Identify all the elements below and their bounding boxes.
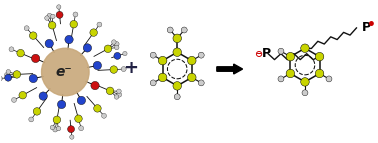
Text: +: + — [123, 59, 138, 77]
Circle shape — [173, 48, 181, 56]
FancyArrow shape — [217, 64, 243, 74]
Circle shape — [278, 76, 284, 82]
Circle shape — [73, 12, 78, 17]
Text: ⊖: ⊖ — [254, 49, 262, 59]
Circle shape — [24, 26, 29, 31]
Text: P: P — [361, 21, 370, 34]
Circle shape — [57, 5, 61, 9]
Text: e⁻: e⁻ — [56, 65, 73, 79]
Circle shape — [53, 116, 60, 124]
Circle shape — [6, 69, 11, 74]
Circle shape — [104, 45, 112, 52]
Circle shape — [326, 76, 332, 82]
Circle shape — [302, 90, 308, 96]
Circle shape — [57, 100, 66, 109]
Circle shape — [56, 11, 63, 18]
Circle shape — [48, 22, 56, 29]
Circle shape — [29, 32, 37, 39]
Circle shape — [174, 94, 180, 100]
Circle shape — [158, 56, 167, 65]
Circle shape — [75, 115, 82, 122]
Circle shape — [56, 126, 61, 131]
Circle shape — [117, 89, 121, 94]
Circle shape — [79, 126, 84, 131]
Circle shape — [181, 27, 187, 33]
Circle shape — [5, 73, 9, 77]
Circle shape — [6, 76, 11, 80]
Circle shape — [121, 67, 126, 72]
Circle shape — [114, 42, 119, 46]
Circle shape — [115, 45, 119, 50]
Circle shape — [68, 126, 74, 133]
Circle shape — [315, 52, 324, 61]
Circle shape — [51, 14, 55, 19]
Circle shape — [42, 48, 89, 96]
Circle shape — [278, 48, 284, 54]
Circle shape — [106, 87, 114, 95]
Circle shape — [286, 69, 294, 78]
Text: •: • — [367, 18, 376, 32]
Circle shape — [0, 76, 3, 81]
Circle shape — [5, 74, 12, 81]
Circle shape — [187, 73, 196, 82]
Circle shape — [110, 66, 118, 73]
Circle shape — [198, 52, 204, 58]
Circle shape — [90, 29, 98, 36]
Circle shape — [70, 135, 74, 139]
Circle shape — [150, 80, 156, 86]
Circle shape — [83, 44, 91, 52]
Circle shape — [47, 13, 52, 18]
Circle shape — [65, 35, 73, 44]
Circle shape — [91, 81, 99, 90]
Circle shape — [50, 125, 55, 130]
Circle shape — [150, 52, 156, 58]
Circle shape — [114, 95, 119, 99]
Circle shape — [17, 49, 24, 57]
Circle shape — [173, 82, 181, 90]
Circle shape — [70, 20, 77, 28]
Circle shape — [123, 51, 127, 56]
Circle shape — [301, 44, 309, 52]
Circle shape — [93, 61, 102, 70]
Circle shape — [13, 71, 21, 78]
Circle shape — [39, 92, 47, 100]
Circle shape — [97, 22, 102, 27]
Circle shape — [102, 113, 107, 118]
Circle shape — [33, 108, 41, 115]
Circle shape — [117, 92, 122, 97]
Circle shape — [198, 80, 204, 86]
Circle shape — [167, 27, 173, 33]
Circle shape — [53, 127, 58, 132]
Circle shape — [94, 105, 101, 112]
Circle shape — [301, 78, 309, 86]
Circle shape — [45, 39, 53, 48]
Circle shape — [9, 47, 14, 52]
Circle shape — [29, 117, 34, 122]
Circle shape — [19, 91, 26, 99]
Circle shape — [286, 52, 294, 61]
Circle shape — [112, 40, 116, 44]
Text: P: P — [262, 47, 271, 60]
Circle shape — [45, 16, 49, 20]
Circle shape — [158, 73, 167, 82]
Circle shape — [315, 69, 324, 78]
Circle shape — [173, 34, 181, 43]
Circle shape — [31, 54, 40, 63]
Circle shape — [29, 74, 37, 83]
Circle shape — [114, 52, 121, 59]
Circle shape — [12, 98, 17, 102]
Circle shape — [187, 56, 196, 65]
Circle shape — [77, 96, 85, 105]
